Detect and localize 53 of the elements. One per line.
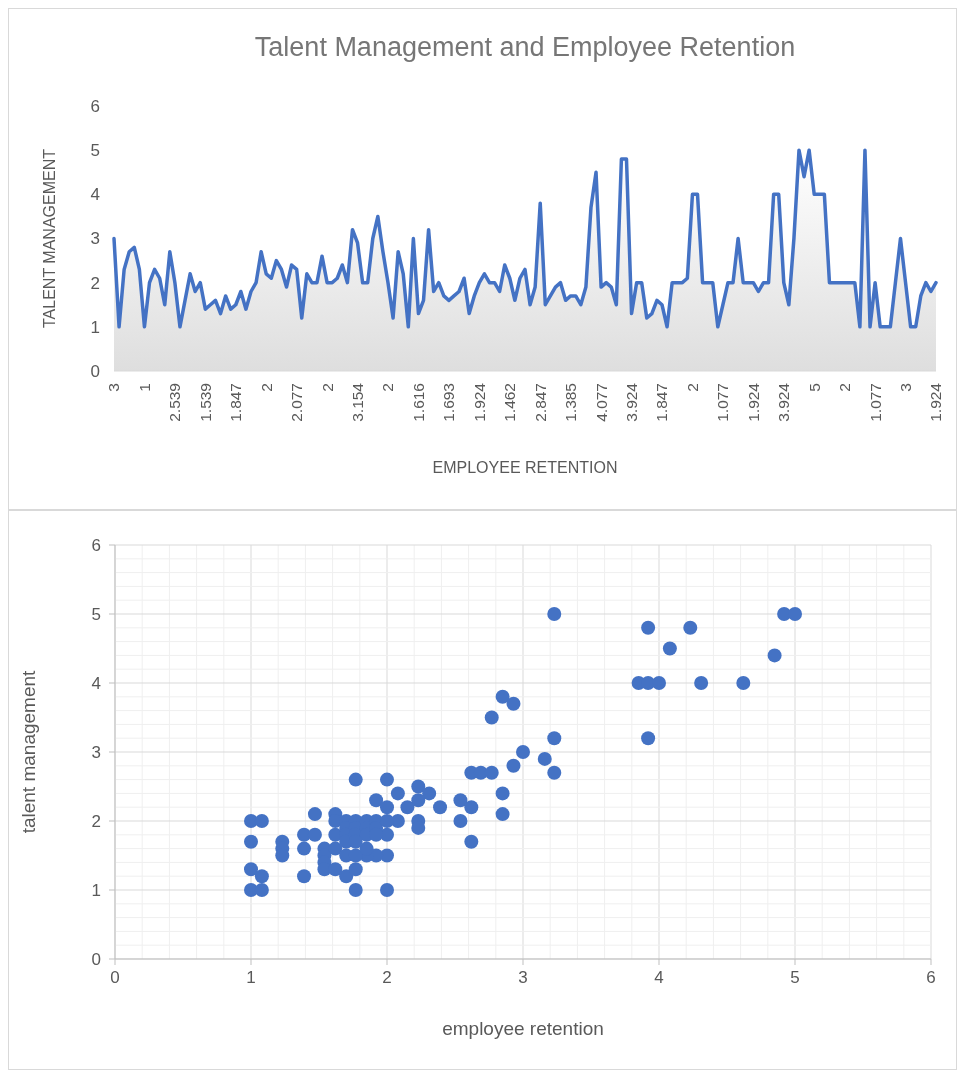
y-tick-label: 2 (91, 811, 101, 831)
x-tick-label: 3 (518, 968, 528, 987)
x-tick-label: 1.847 (227, 383, 245, 422)
x-tick-label: 1.847 (653, 383, 671, 422)
x-tick-label: 1 (246, 968, 256, 987)
x-tick-label: 2 (257, 383, 275, 392)
y-tick-label: 4 (91, 673, 101, 693)
y-tick-label: 6 (91, 535, 101, 555)
y-tick-label: 5 (90, 141, 100, 161)
x-axis-title: EMPLOYEE RETENTION (432, 459, 618, 476)
x-tick-label: 5 (790, 968, 800, 987)
x-tick-label: 3.924 (622, 382, 640, 422)
x-tick-label: 1 (135, 383, 153, 392)
y-tick-label: 4 (90, 185, 100, 205)
x-tick-label: 1.693 (440, 383, 458, 422)
y-tick-label: 1 (90, 317, 100, 337)
x-tick-label: 1.616 (409, 383, 427, 422)
x-tick-label: 2.077 (288, 383, 306, 422)
x-tick-label: 5 (805, 383, 823, 392)
x-tick-label: 2.539 (166, 383, 184, 422)
y-axis-title: talent management (18, 669, 39, 834)
x-tick-label: 4.077 (592, 383, 610, 422)
x-tick-label: 4 (654, 968, 664, 987)
x-tick-label: 1.924 (470, 382, 488, 422)
x-tick-label: 2 (836, 383, 854, 392)
y-tick-label: 6 (90, 96, 100, 116)
x-tick-label: 1.924 (744, 382, 762, 422)
x-tick-label: 1.539 (196, 383, 214, 422)
x-tick-label: 2 (683, 383, 701, 392)
x-tick-label: 2.847 (531, 383, 549, 422)
x-tick-label: 1.385 (562, 383, 580, 422)
chart-title: Talent Management and Employee Retention (254, 32, 796, 62)
x-tick-label: 1.462 (501, 383, 519, 422)
x-tick-label: 1.077 (866, 383, 884, 422)
y-tick-label: 3 (90, 229, 100, 249)
y-tick-label: 2 (90, 273, 100, 293)
x-tick-label: 3 (896, 383, 914, 392)
y-axis-title: TALENT MANAGEMENT (41, 148, 58, 328)
y-tick-label: 1 (91, 880, 101, 900)
x-tick-label: 3 (105, 383, 123, 392)
x-tick-label: 1.077 (714, 383, 732, 422)
y-tick-label: 5 (91, 604, 101, 624)
x-tick-label: 3.924 (775, 382, 793, 422)
x-tick-label: 2 (379, 383, 397, 392)
x-tick-label: 3.154 (348, 382, 366, 422)
x-tick-label: 6 (926, 968, 936, 987)
y-tick-label: 0 (91, 949, 101, 969)
x-axis-title: employee retention (442, 1018, 604, 1039)
x-tick-label: 0 (110, 968, 120, 987)
x-tick-label: 2 (382, 968, 392, 987)
x-tick-label: 1.924 (927, 382, 945, 422)
y-tick-label: 3 (91, 742, 101, 762)
x-tick-label: 2 (318, 383, 336, 392)
